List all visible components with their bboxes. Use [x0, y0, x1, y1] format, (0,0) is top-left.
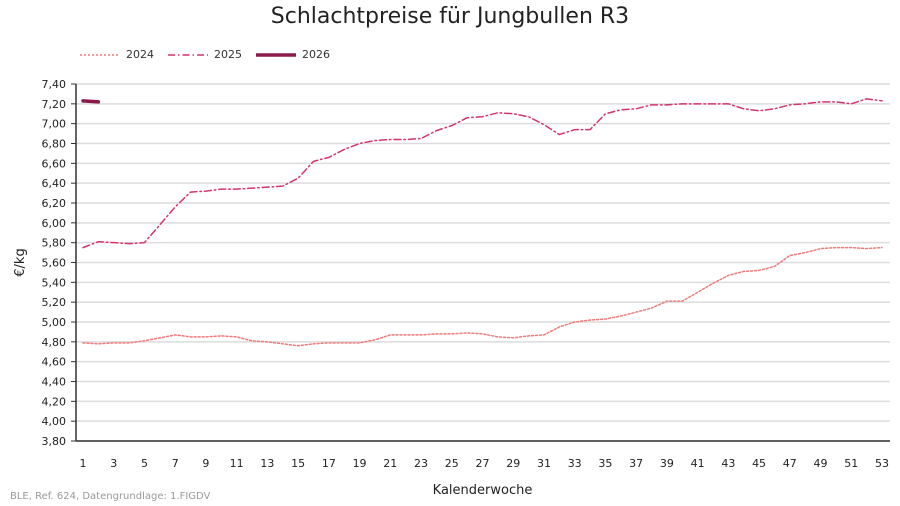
y-tick-label: 7,40: [42, 78, 67, 91]
x-axis-label: Kalenderwoche: [433, 483, 533, 498]
x-tick-label: 43: [721, 457, 735, 470]
y-tick-label: 5,00: [42, 316, 67, 329]
y-tick-label: 4,40: [42, 376, 67, 389]
x-tick-label: 29: [506, 457, 520, 470]
legend-swatch-2025: [168, 53, 208, 56]
x-tick-label: 7: [172, 457, 179, 470]
x-tick-label: 3: [110, 457, 117, 470]
x-tick-label: 11: [230, 457, 244, 470]
y-tick-label: 6,20: [42, 197, 67, 210]
legend-label: 2025: [214, 48, 242, 61]
x-tick-label: 19: [353, 457, 367, 470]
series-line-2025: [82, 98, 883, 249]
y-tick-label: 4,00: [42, 415, 67, 428]
series-line-2026: [81, 99, 101, 104]
y-tick-label: 4,80: [42, 336, 67, 349]
x-tick-label: 15: [291, 457, 305, 470]
x-tick-label: 23: [414, 457, 428, 470]
x-tick-label: 21: [383, 457, 397, 470]
x-tick-label: 9: [202, 457, 209, 470]
x-tick-label: 39: [660, 457, 674, 470]
x-tick-label: 25: [445, 457, 459, 470]
legend-label: 2024: [126, 48, 154, 61]
legend-item-2025: 2025: [168, 48, 242, 61]
x-tick-label: 13: [260, 457, 274, 470]
legend-swatch-2026: [256, 52, 296, 57]
y-tick-label: 5,20: [42, 296, 67, 309]
x-tick-label: 47: [783, 457, 797, 470]
x-tick-label: 49: [814, 457, 828, 470]
y-tick-label: 5,40: [42, 276, 67, 289]
legend: 2024 2025 2026: [80, 48, 330, 61]
chart-title: Schlachtpreise für Jungbullen R3: [270, 4, 630, 29]
x-tick-label: 17: [322, 457, 336, 470]
legend-item-2026: 2026: [256, 48, 330, 61]
x-tick-label: 1: [80, 457, 87, 470]
source-note: BLE, Ref. 624, Datengrundlage: 1.FIGDV: [10, 491, 211, 502]
y-tick-label: 6,00: [42, 217, 67, 230]
y-tick-label: 6,60: [42, 157, 67, 170]
x-tick-label: 35: [598, 457, 612, 470]
y-tick-label: 4,20: [42, 395, 67, 408]
legend-label: 2026: [302, 48, 330, 61]
legend-swatch-2024: [80, 53, 120, 56]
y-tick-label: 6,80: [42, 138, 67, 151]
x-tick-label: 41: [691, 457, 705, 470]
y-tick-label: 4,60: [42, 356, 67, 369]
y-tick-label: 5,60: [42, 257, 67, 270]
x-tick-label: 53: [875, 457, 889, 470]
x-tick-label: 31: [537, 457, 551, 470]
x-tick-label: 33: [568, 457, 582, 470]
x-tick-label: 51: [844, 457, 858, 470]
x-tick-label: 27: [476, 457, 490, 470]
y-tick-label: 3,80: [42, 435, 67, 448]
y-tick-label: 5,80: [42, 237, 67, 250]
legend-item-2024: 2024: [80, 48, 154, 61]
x-tick-label: 45: [752, 457, 766, 470]
x-tick-label: 37: [629, 457, 643, 470]
y-tick-label: 7,20: [42, 98, 67, 111]
y-axis-label: €/kg: [13, 248, 28, 276]
y-tick-label: 6,40: [42, 177, 67, 190]
x-tick-label: 5: [141, 457, 148, 470]
y-tick-label: 7,00: [42, 118, 67, 131]
